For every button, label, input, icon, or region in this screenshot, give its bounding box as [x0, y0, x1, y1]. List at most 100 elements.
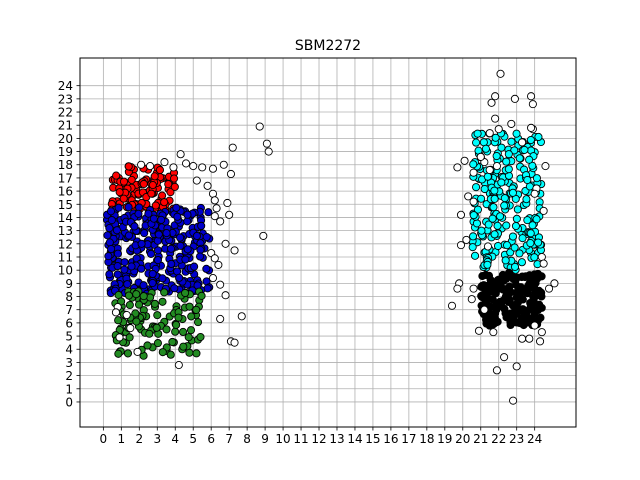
data-point-blue	[183, 210, 192, 219]
y-tick-label: 5	[65, 330, 73, 344]
data-point-cyan	[512, 214, 521, 223]
data-point-cyan	[469, 160, 478, 169]
data-point-green	[158, 297, 167, 306]
data-point-blue	[112, 226, 122, 235]
data-point-cyan	[473, 129, 482, 138]
y-tick-label: 10	[58, 264, 73, 278]
data-point-red	[119, 194, 128, 203]
data-point-black	[516, 317, 525, 326]
data-point-outlier	[221, 291, 230, 300]
data-point-blue	[144, 209, 153, 218]
data-point-cyan	[512, 129, 521, 138]
data-point-green	[153, 339, 162, 348]
data-point-green	[132, 290, 141, 299]
data-point-blue	[105, 270, 114, 279]
data-point-black	[477, 281, 487, 291]
data-point-outlier	[480, 305, 489, 314]
data-point-blue	[124, 231, 134, 240]
data-point-black	[497, 301, 506, 310]
data-point-blue	[158, 274, 167, 283]
data-point-green	[139, 292, 148, 301]
data-point-blue	[105, 224, 114, 233]
data-point-outlier	[228, 143, 237, 152]
x-tick-label: 9	[261, 432, 269, 446]
data-point-red	[139, 179, 148, 189]
data-point-outlier	[509, 396, 518, 405]
data-point-blue	[124, 203, 133, 212]
data-point-cyan	[504, 150, 513, 159]
data-point-cyan	[523, 216, 532, 225]
data-point-outlier	[169, 163, 178, 172]
data-point-cyan	[469, 232, 478, 241]
data-point-black	[494, 279, 504, 288]
data-point-black	[534, 315, 543, 324]
data-point-blue	[148, 269, 157, 278]
x-tick-label: 18	[419, 432, 434, 446]
data-point-cyan	[483, 172, 492, 181]
data-point-blue	[173, 212, 182, 221]
data-point-outlier	[527, 92, 536, 101]
data-point-outlier	[489, 328, 498, 337]
data-point-cyan	[484, 220, 493, 229]
data-point-red	[169, 174, 179, 183]
data-point-cyan	[501, 256, 510, 265]
data-point-cyan	[488, 214, 497, 223]
data-point-cyan	[526, 135, 535, 145]
data-point-green	[150, 299, 159, 308]
data-point-green	[185, 302, 194, 311]
data-point-cyan	[481, 144, 490, 153]
data-point-green	[158, 348, 167, 357]
data-point-cyan	[532, 215, 541, 224]
x-tick-label: 22	[491, 432, 506, 446]
data-point-cyan	[510, 262, 520, 271]
data-point-green	[179, 327, 188, 337]
data-point-outlier	[483, 242, 492, 251]
data-point-cyan	[504, 165, 513, 174]
x-tick-label: 1	[118, 432, 126, 446]
data-point-black	[515, 305, 524, 314]
data-point-red	[147, 189, 156, 198]
data-point-cyan	[490, 186, 499, 195]
data-point-blue	[148, 278, 157, 288]
data-point-cyan	[497, 143, 506, 152]
data-point-blue	[113, 270, 122, 279]
x-tick-label: 0	[100, 432, 108, 446]
data-point-blue	[166, 244, 176, 253]
data-point-blue	[113, 262, 122, 271]
data-point-green	[131, 309, 140, 318]
y-tick-label: 7	[65, 303, 73, 317]
data-point-outlier	[544, 284, 554, 293]
x-tick-label: 24	[527, 432, 542, 446]
data-point-blue	[114, 203, 123, 212]
data-point-cyan	[515, 249, 524, 258]
data-point-cyan	[480, 184, 489, 194]
data-point-black	[486, 316, 496, 325]
y-tick-label: 8	[65, 290, 73, 304]
data-point-outlier	[525, 334, 534, 343]
x-tick-label: 13	[329, 432, 344, 446]
data-point-blue	[103, 231, 112, 240]
data-point-outlier	[137, 160, 146, 169]
data-point-red	[170, 182, 179, 191]
data-point-cyan	[508, 232, 517, 241]
data-point-outlier	[530, 189, 539, 198]
data-point-green	[125, 333, 134, 342]
data-point-green	[184, 333, 193, 342]
data-point-cyan	[510, 146, 519, 155]
data-point-outlier	[462, 235, 471, 244]
data-point-black	[485, 294, 494, 303]
data-point-outlier	[264, 147, 273, 156]
x-axis-ticks: 0 1 2 3 4 5 6 7 8 9 10 11 12 13 14 15 16 17 18 19 20 21 22 23 24	[100, 427, 542, 446]
x-tick-label: 16	[383, 432, 398, 446]
x-tick-label: 11	[293, 432, 308, 446]
data-point-outlier	[146, 162, 155, 171]
y-tick-label: 23	[58, 92, 73, 106]
data-point-outlier	[528, 100, 537, 109]
data-point-cyan	[502, 221, 511, 230]
data-point-cyan	[530, 253, 539, 262]
data-point-green	[181, 288, 190, 298]
data-point-black	[493, 317, 502, 326]
data-point-outlier	[208, 274, 218, 283]
